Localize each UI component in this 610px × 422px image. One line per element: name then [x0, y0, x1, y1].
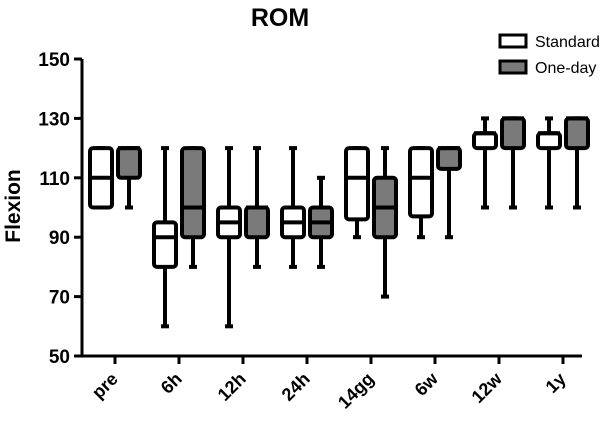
y-tick-label: 50: [49, 347, 70, 368]
legend-label-standard: Standard: [535, 34, 600, 51]
box-standard-14gg: [344, 146, 370, 240]
x-tick-label: 1y: [542, 369, 570, 397]
box-one-day-12w: [500, 116, 526, 210]
box-standard-24h: [280, 146, 306, 269]
box: [116, 146, 142, 180]
box-one-day-1y: [564, 116, 590, 210]
y-axis-label: Flexion: [2, 169, 25, 243]
box: [472, 131, 498, 151]
x-tick-label: 6w: [411, 368, 443, 400]
box: [500, 116, 526, 151]
box: [436, 146, 462, 171]
legend: Standard One-day: [498, 33, 600, 77]
x-tick-label: 12w: [468, 368, 507, 407]
x-tick-label: 14gg: [334, 369, 378, 413]
box: [244, 205, 270, 240]
x-tick-label: 6h: [157, 369, 186, 398]
y-tick-label: 70: [49, 288, 70, 309]
legend-swatch-one-day: [498, 59, 528, 75]
legend-swatch-standard: [498, 33, 528, 49]
box-one-day-12h: [244, 146, 270, 269]
y-tick-label: 130: [38, 109, 70, 130]
box: [536, 131, 562, 151]
box-standard-12h: [216, 146, 242, 329]
box-one-day-6w: [436, 146, 462, 240]
y-tick-label: 90: [49, 228, 70, 249]
y-tick-label: 110: [39, 169, 70, 190]
box: [152, 220, 178, 269]
box-one-day-pre: [116, 146, 142, 210]
chart-title: ROM: [251, 4, 309, 32]
x-tick-label: pre: [88, 369, 122, 403]
box-one-day-6h: [180, 146, 206, 269]
box: [408, 146, 434, 219]
box-one-day-24h: [308, 175, 334, 269]
y-tick-label: 150: [38, 50, 70, 71]
x-tick-label: 12h: [214, 369, 250, 405]
box-one-day-14gg: [372, 146, 398, 299]
legend-label-one-day: One-day: [535, 60, 596, 77]
box-standard-6h: [152, 146, 178, 329]
box-standard-6w: [408, 146, 434, 240]
box-standard-12w: [472, 116, 498, 210]
x-tick-label: 24h: [278, 369, 314, 405]
box-series: [88, 116, 590, 329]
box-standard-pre: [88, 146, 114, 210]
box-standard-1y: [536, 116, 562, 210]
box: [344, 146, 370, 222]
box: [564, 116, 590, 151]
box: [180, 146, 206, 240]
